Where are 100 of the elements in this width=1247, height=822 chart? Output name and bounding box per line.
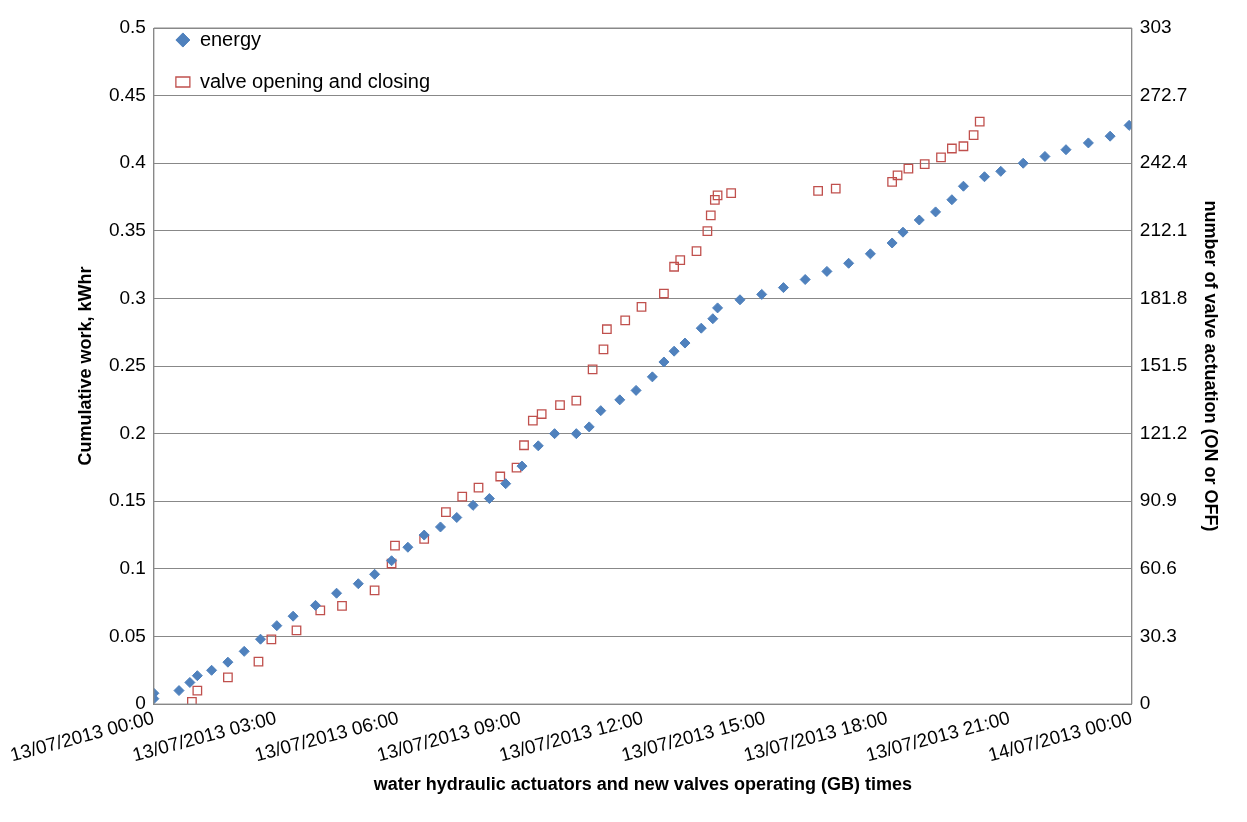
point [595, 405, 607, 417]
point [331, 587, 343, 599]
point [419, 534, 430, 544]
point [675, 255, 686, 265]
point [968, 130, 979, 140]
point [222, 656, 234, 668]
y2-tick-label: 242.4 [1139, 151, 1188, 173]
point [1104, 130, 1116, 142]
y2-tick-label: 272.7 [1139, 83, 1188, 105]
point [630, 384, 642, 396]
point [705, 210, 716, 221]
point [707, 313, 719, 325]
point [598, 344, 609, 355]
point [897, 226, 909, 238]
y-axis-title: Cumulative work, kWhr [75, 266, 96, 466]
y2-tick-label: 90.9 [1139, 489, 1177, 511]
legend-label: energy [199, 27, 262, 50]
point [903, 163, 914, 174]
point [587, 364, 598, 375]
y2-tick-label: 181.8 [1139, 286, 1188, 308]
point [291, 625, 302, 636]
point [734, 294, 746, 306]
legend-label: valve opening and closing [199, 69, 431, 92]
point [756, 288, 768, 300]
point [620, 315, 631, 326]
y-tick-label: 0.2 [119, 421, 146, 443]
point [451, 511, 463, 523]
point [799, 274, 811, 286]
y2-tick-label: 30.3 [1139, 624, 1177, 646]
point [679, 337, 691, 349]
point [1082, 137, 1094, 149]
point [287, 610, 299, 622]
point [369, 568, 381, 580]
point [473, 482, 484, 493]
y-tick-label: 0.45 [108, 83, 146, 105]
y2-axis-title: number of valve actuation (ON or OFF) [1201, 200, 1222, 532]
point [974, 116, 985, 127]
point [532, 440, 544, 452]
point [659, 288, 669, 299]
y-tick-label: 0.3 [119, 286, 146, 308]
point [555, 400, 565, 410]
point [173, 685, 185, 697]
point [457, 491, 468, 502]
point [957, 180, 969, 192]
point [511, 462, 522, 473]
point [390, 540, 400, 551]
point [571, 395, 582, 406]
y2-tick-label: 121.2 [1139, 421, 1188, 443]
point [191, 670, 203, 682]
point [669, 261, 679, 272]
point [864, 248, 876, 260]
point [843, 257, 855, 269]
point [658, 356, 670, 368]
point [495, 471, 506, 482]
point [337, 601, 347, 611]
x-axis-title: water hydraulic actuators and new valves operating (GB) times [372, 774, 912, 795]
point [418, 529, 430, 541]
point [467, 499, 479, 511]
point [1017, 157, 1029, 169]
point [536, 409, 547, 419]
point [614, 394, 626, 406]
y-tick-label: 0.15 [108, 489, 146, 511]
point [310, 599, 322, 611]
y2-tick-label: 212.1 [1139, 219, 1188, 241]
point [636, 302, 647, 312]
point [887, 177, 898, 187]
point [646, 371, 658, 383]
y-tick-label: 0.05 [108, 624, 146, 646]
y2-tick-label: 151.5 [1139, 354, 1188, 376]
point [821, 265, 833, 277]
point [255, 633, 266, 645]
point [919, 159, 930, 169]
y2-tick-label: 60.6 [1139, 557, 1177, 579]
point [266, 634, 277, 645]
y-tick-label: 0.1 [119, 557, 146, 579]
y-tick-label: 0.5 [119, 16, 146, 38]
point [434, 521, 446, 533]
point [519, 440, 529, 451]
point [206, 664, 218, 676]
point [253, 656, 264, 667]
point [369, 585, 380, 596]
y-tick-label: 0.25 [108, 354, 146, 376]
point [583, 421, 595, 433]
point [483, 493, 495, 505]
y-tick-label: 0.4 [119, 151, 147, 173]
point [192, 685, 203, 696]
point [549, 428, 561, 440]
y2-tick-label: 303 [1139, 16, 1172, 38]
point [892, 170, 903, 181]
point [500, 478, 512, 490]
point [709, 194, 720, 205]
point [813, 185, 823, 196]
point [315, 605, 326, 616]
point [441, 507, 451, 518]
point [995, 165, 1007, 177]
point [184, 676, 196, 688]
point [913, 214, 925, 226]
point [946, 194, 958, 206]
point [830, 183, 841, 194]
point [352, 578, 364, 590]
